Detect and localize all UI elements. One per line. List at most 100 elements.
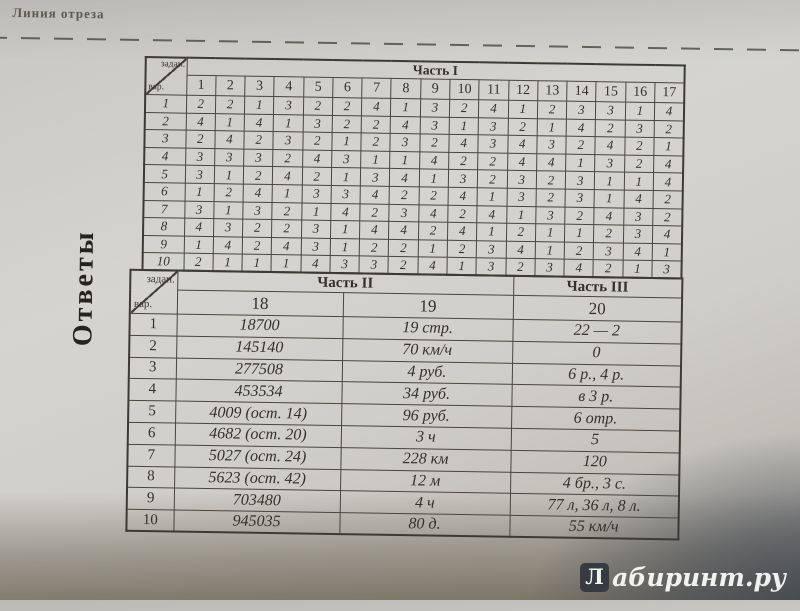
answer-cell: 4 [418,204,449,223]
answer-cell: 4 [360,185,390,204]
answer-cell: 2 [624,137,655,156]
answer-cell: 1 [183,235,214,254]
answer-cell: 4 [477,205,507,224]
answers-side-title: Ответы [67,229,101,347]
answer-cell: 3 [624,119,655,138]
answer-cell: 4 [271,237,302,256]
answer-cell: 3 [214,148,244,167]
question-number: 17 [654,82,685,103]
answer-cell: 3 [419,116,450,135]
answer-cell: 5027 (ост. 24) [174,444,341,470]
answer-cell: 1 [214,166,244,185]
answer-cell: 3 [302,114,333,133]
answer-cell: 4 [447,222,478,241]
labirint-logo-badge: Л [580,563,610,592]
answer-cell: 4682 (ост. 20) [174,423,342,448]
answer-cell: 3 [565,171,596,190]
answer-cell: 3 [536,135,567,154]
answer-cell: в 3 р. [511,384,681,410]
answer-cell: 2 [272,202,302,221]
part2-3-table-body: 1 18700 19 стр. 22 — 2 2 145140 70 км/ч 0 3 27750… [126,313,682,540]
answer-cell: 3 [593,242,624,261]
question-number: 14 [566,81,597,102]
answer-cell: 4009 (ост. 14) [175,401,342,426]
answer-cell: 4 [653,172,684,191]
variant-cell: 1 [129,313,177,336]
answer-cell: 1 [652,243,682,262]
answer-cell: 2 [595,119,626,138]
answer-cell: 2 [332,115,362,134]
answer-cell: 1 [390,98,421,117]
answer-cell: 4 [507,135,538,154]
answer-cell: 4 [330,203,361,222]
part2-3-answers-table: задан. вар. Часть II Часть III 18 19 20 … [125,268,684,541]
answer-cell: 4 [505,240,536,260]
answer-cell: 3 [273,131,303,150]
answer-cell: 2 [418,221,448,241]
variant-cell: 2 [129,335,177,358]
question-number: 6 [332,77,363,98]
variant-cell: 5 [128,400,176,424]
answer-cell: 3 [330,185,361,204]
answer-cell: 4 бр., 3 с. [510,471,680,497]
answer-cell: 3 [184,165,215,184]
answer-cell: 4 [389,168,420,187]
variant-cell: 4 [144,147,186,166]
answer-cell: 1 [244,96,275,115]
answer-cell: 4 [390,115,421,135]
answer-cell: 145140 [176,335,343,361]
question-number: 18 [176,290,344,317]
answer-cell: 2 [449,99,480,118]
answer-cell: 2 [301,167,332,186]
answer-cell: 1 [213,201,244,220]
answer-cell: 2 [243,166,273,185]
answer-cell: 4 [244,113,274,132]
answer-cell: 1 [565,153,596,172]
answer-cell: 1 [273,114,304,133]
answer-cell: 2 [507,117,538,136]
answer-cell: 5 [510,428,681,453]
answer-cell: 3 [184,200,214,219]
answer-cell: 3 [301,184,332,204]
answer-cell: 4 [302,149,332,168]
answer-cell: 3 [273,96,304,115]
answer-cell: 2 [359,238,389,257]
answer-cell: 2 [537,100,567,119]
answer-cell: 1 [301,202,331,221]
answer-cell: 4 [536,153,567,172]
answer-cell: 3 [389,203,419,222]
question-number: 4 [274,76,304,98]
question-number: 8 [391,78,421,99]
answer-cell: 228 км [340,447,511,472]
answer-cell: 3 [420,98,450,117]
answer-cell: 3 [595,154,625,173]
answer-cell: 2 [243,131,274,150]
answer-cell: 2 [389,186,420,205]
answer-cell: 4 [184,218,214,237]
answer-cell: 70 км/ч [342,338,513,363]
question-number: 20 [512,295,683,322]
answer-cell: 1 [330,220,360,239]
answer-cell: 4 [594,207,624,226]
question-number: 11 [479,79,509,101]
question-number: 2 [215,75,246,97]
answer-cell: 2 [624,154,654,173]
answer-cell: 4 [622,242,653,261]
answer-cell: 6 отр. [511,406,681,431]
variant-cell: 7 [127,444,175,467]
answer-cell: 6 р., 4 р. [511,362,682,388]
answer-cell: 3 [478,117,509,136]
answer-cell: 1 [476,222,507,241]
answer-cell: 945035 [173,510,340,535]
variant-cell: 6 [127,422,176,445]
answer-cell: 1 [419,169,449,188]
answer-cell: 2 [242,236,272,255]
answer-cell: 703480 [173,488,341,513]
answer-cell: 2 [302,132,333,151]
answer-cell: 1 [331,132,362,151]
answer-cell: 1 [653,137,684,156]
answer-cell: 1 [535,223,565,242]
corner-label-task: задан. [160,59,186,70]
answer-cell: 80 д. [339,512,510,538]
corner-cell: задан. вар. [145,57,187,96]
